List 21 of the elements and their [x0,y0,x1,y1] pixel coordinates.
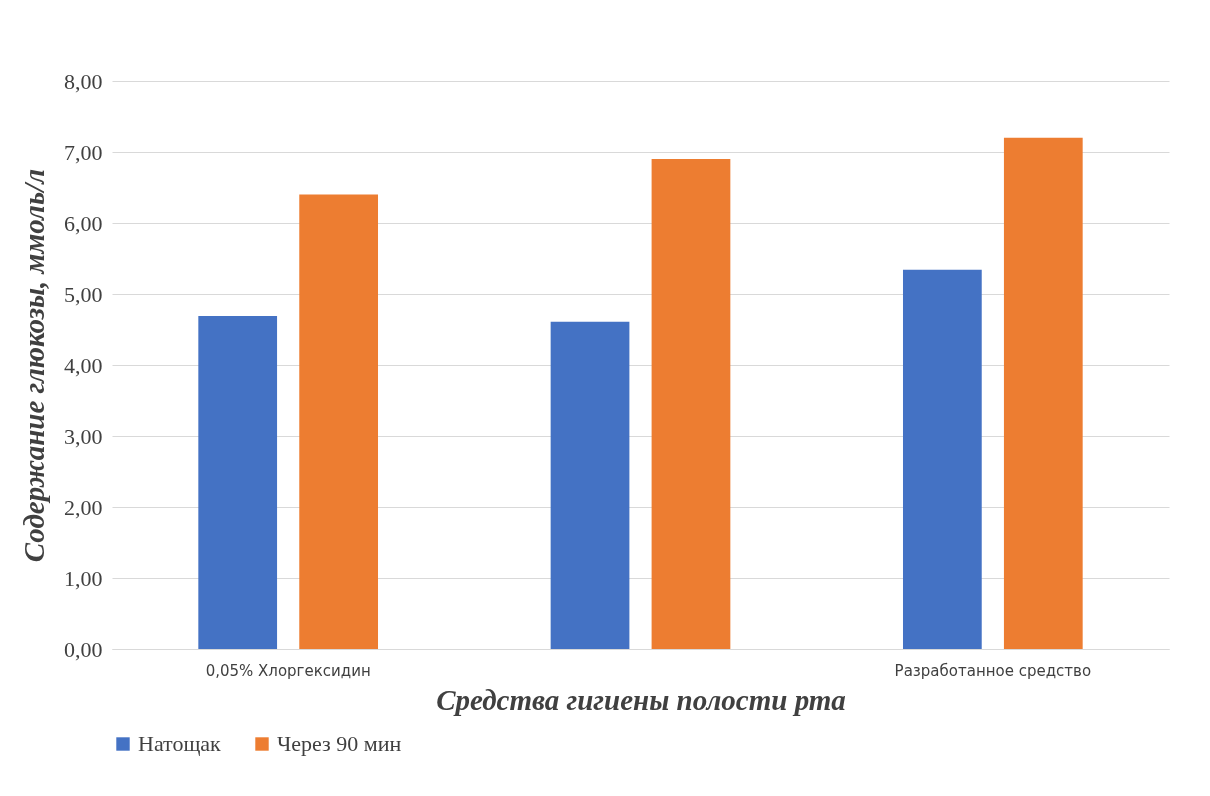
bar [902,269,982,649]
bar [198,316,278,649]
y-tick-label: 6,00 [64,210,103,236]
y-tick-label: 4,00 [64,352,103,378]
y-tick-label: 3,00 [64,423,103,449]
x-tick-label: Разработанное средство [894,661,1092,680]
y-tick-label: 7,00 [64,139,103,165]
y-axis-title: Содержание глюкозы, ммоль/л [18,168,50,563]
x-axis-title: Средства гигиены полости рта [436,683,846,716]
legend-label: Натощак [138,731,222,756]
x-tick-label: 0,05% Хлоргексидин [205,661,371,680]
y-tick-label: 2,00 [64,494,103,520]
bar [299,194,379,649]
y-tick-label: 8,00 [64,68,103,94]
y-tick-label: 1,00 [64,565,103,591]
bar [1003,137,1083,649]
y-tick-label: 0,00 [64,636,103,662]
bar [550,321,630,649]
y-tick-label: 5,00 [64,281,103,307]
legend-label: Через 90 мин [277,731,402,756]
bar [651,159,731,649]
